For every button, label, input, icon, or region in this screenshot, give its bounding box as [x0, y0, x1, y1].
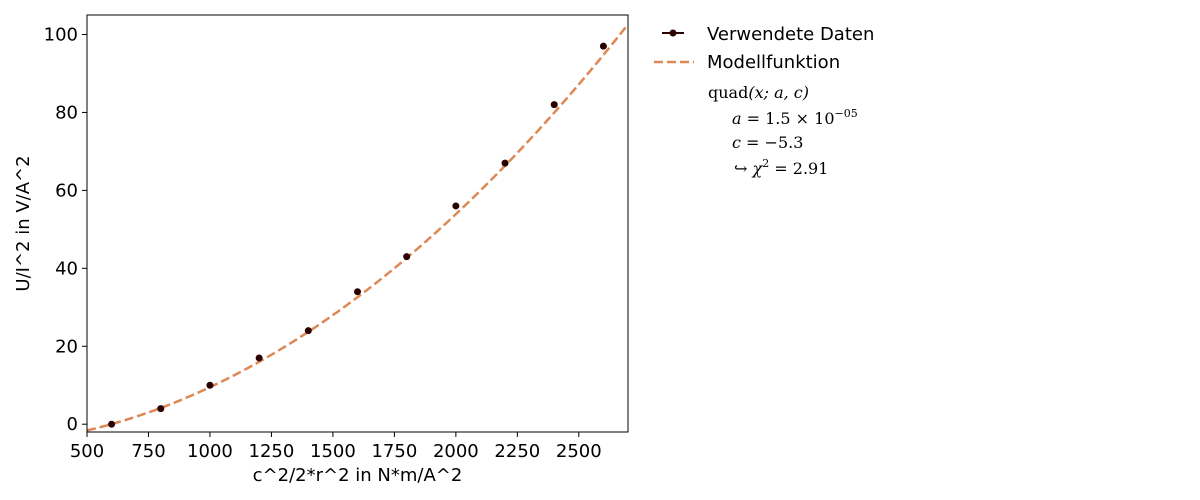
y-tick-label: 60	[55, 180, 78, 201]
y-axis-label: U/I^2 in V/A^2	[13, 155, 34, 291]
data-point	[599, 42, 607, 50]
x-tick-label: 1000	[187, 441, 233, 462]
data-point	[403, 253, 411, 261]
plot-clip-group	[87, 23, 628, 432]
legend-data-marker	[669, 29, 677, 37]
x-axis-label: c^2/2*r^2 in N*m/A^2	[253, 465, 463, 486]
y-axis: 0 20 40 60 80 100	[44, 24, 87, 435]
x-tick-label: 1750	[371, 441, 417, 462]
fit-param-c: c = −5.3	[732, 133, 803, 152]
data-point	[255, 354, 263, 362]
x-tick-label: 1250	[249, 441, 295, 462]
fit-param-a: a = 1.5 × 10−05	[732, 107, 858, 128]
y-tick-label: 100	[44, 24, 78, 45]
x-axis: 500 750 1000 1250 1500 1750 2000 2250 2500	[70, 432, 602, 462]
fit-chi-squared: ↪ χ2 = 2.91	[734, 157, 828, 178]
data-point	[550, 101, 558, 109]
data-point	[157, 405, 165, 413]
legend-data-label: Verwendete Daten	[707, 24, 874, 45]
y-tick-label: 40	[55, 258, 78, 279]
data-point	[108, 420, 116, 428]
y-tick-label: 0	[67, 414, 78, 435]
x-tick-label: 2000	[433, 441, 479, 462]
legend-model-label: Modellfunktion	[707, 52, 840, 73]
x-tick-label: 2500	[556, 441, 602, 462]
y-tick-label: 80	[55, 102, 78, 123]
data-point	[501, 159, 509, 167]
y-tick-label: 20	[55, 336, 78, 357]
data-point	[452, 202, 460, 210]
fit-function-label: quad(x; a, c)	[708, 83, 809, 102]
x-tick-label: 1500	[310, 441, 356, 462]
model-curve	[87, 23, 628, 432]
data-point	[354, 288, 361, 296]
x-tick-label: 2250	[494, 441, 540, 462]
plot-area	[87, 23, 628, 432]
data-point	[304, 327, 312, 335]
data-point	[206, 381, 214, 389]
x-tick-label: 750	[131, 441, 165, 462]
axes-frame	[86, 14, 629, 433]
legend: Verwendete Daten Modellfunktion quad(x; …	[654, 24, 874, 178]
x-tick-label: 500	[70, 441, 104, 462]
